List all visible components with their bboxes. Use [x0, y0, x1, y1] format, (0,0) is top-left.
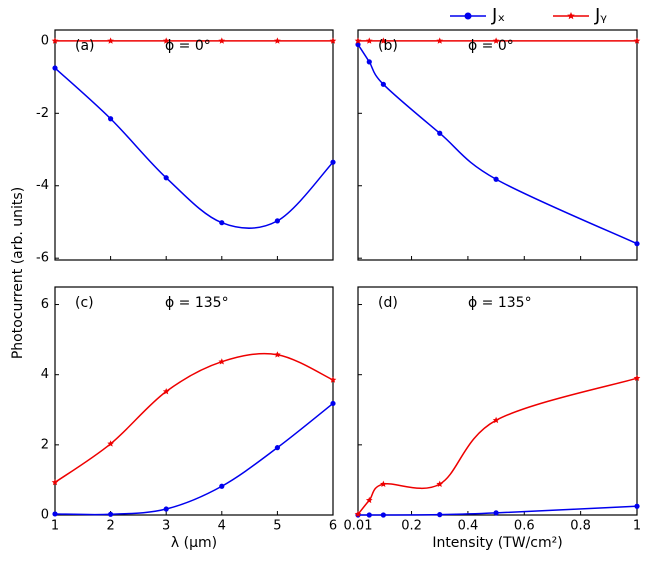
data-point [633, 37, 641, 44]
x-tick-label: 0.4 [458, 519, 479, 534]
data-point [107, 440, 114, 447]
data-point [107, 37, 114, 44]
y-tick-label: 4 [41, 367, 49, 382]
y-tick-label: 0 [41, 508, 49, 523]
series-line [54, 402, 334, 516]
data-point [436, 37, 444, 44]
series-line [54, 67, 334, 230]
x-tick-label: 0.6 [514, 519, 535, 534]
data-point [329, 37, 337, 44]
data-point [380, 480, 387, 487]
y-axis-label: Photocurrent (arb. units) [10, 187, 26, 359]
x-axis-label: Intensity (TW/cm²) [432, 535, 562, 551]
data-point [51, 478, 59, 486]
data-point [493, 176, 499, 182]
legend-marker [567, 12, 575, 20]
panel-label: (d) [378, 295, 398, 311]
data-point [51, 37, 59, 44]
x-tick-label: 3 [162, 519, 170, 534]
data-point [162, 388, 170, 395]
data-point [634, 241, 640, 247]
data-point [436, 480, 444, 487]
data-point [634, 503, 640, 509]
series-line [54, 352, 334, 483]
y-tick-label: 0 [41, 33, 49, 48]
data-point [492, 416, 500, 424]
data-point [330, 400, 336, 407]
data-point [366, 59, 372, 65]
x-tick-label: 1 [633, 519, 641, 534]
legend-marker [464, 12, 472, 20]
plot-frame [357, 286, 638, 516]
data-point [380, 512, 386, 518]
data-point [108, 116, 114, 122]
panel-annotation: ϕ = 135° [468, 295, 532, 311]
series-line [357, 44, 638, 245]
legend-label: Jᵧ [594, 5, 607, 26]
data-point [274, 445, 280, 451]
data-point [274, 351, 281, 358]
data-point [329, 376, 337, 383]
panel-label: (b) [378, 38, 398, 54]
data-point [493, 510, 499, 516]
data-point [219, 483, 225, 489]
data-point [492, 37, 500, 44]
data-point [380, 37, 387, 44]
plot-frame [357, 29, 638, 261]
y-tick-label: -4 [36, 178, 49, 193]
data-point [163, 175, 169, 181]
data-point [633, 374, 641, 382]
data-point [365, 37, 373, 44]
data-point [274, 218, 280, 224]
legend-label: Jₓ [491, 5, 505, 26]
panel-annotation: ϕ = 0° [468, 38, 514, 54]
x-tick-label: 6 [329, 519, 337, 534]
y-tick-label: 6 [41, 297, 49, 312]
data-point [366, 512, 372, 518]
data-point [354, 37, 362, 44]
data-point [219, 220, 225, 226]
data-point [437, 512, 443, 518]
data-point [108, 511, 114, 517]
x-tick-label: 2 [106, 519, 114, 534]
x-tick-label: 5 [273, 519, 281, 534]
x-tick-label: 1 [51, 519, 59, 534]
data-point [52, 511, 58, 517]
data-point [365, 496, 373, 504]
x-axis-label: λ (μm) [171, 535, 217, 551]
panel-annotation: ϕ = 135° [165, 295, 229, 311]
data-point [380, 81, 386, 87]
plot-frame [54, 29, 334, 261]
data-point [218, 37, 226, 44]
data-point [218, 358, 226, 365]
data-point [355, 41, 361, 48]
x-tick-label: 0.01 [344, 519, 373, 534]
x-tick-label: 0.2 [401, 519, 422, 534]
data-point [163, 506, 169, 512]
panel-label: (c) [75, 295, 94, 311]
data-point [354, 510, 362, 518]
data-point [330, 159, 336, 165]
panel-annotation: ϕ = 0° [165, 38, 211, 54]
data-point [274, 37, 281, 44]
y-tick-label: -2 [36, 106, 49, 121]
series-line [357, 377, 638, 515]
x-tick-label: 4 [218, 519, 226, 534]
x-tick-label: 0.8 [570, 519, 591, 534]
data-point [437, 130, 443, 136]
data-point [52, 65, 58, 71]
data-point [162, 37, 170, 44]
panel-label: (a) [75, 38, 95, 54]
plot-frame [54, 286, 334, 516]
y-tick-label: -6 [36, 251, 49, 266]
y-tick-label: 2 [41, 437, 49, 452]
